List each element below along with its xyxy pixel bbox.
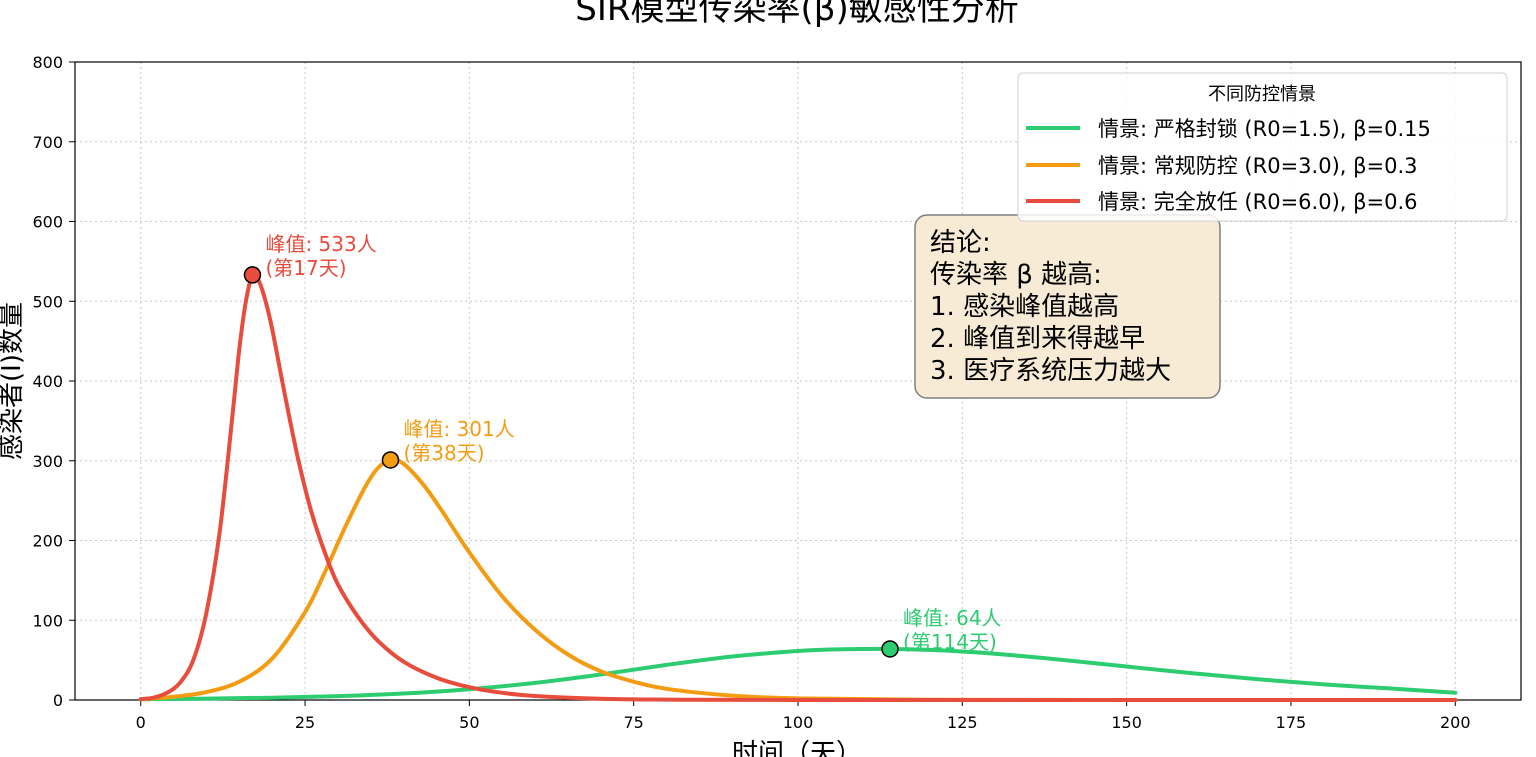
y-tick-label: 400 xyxy=(32,372,63,391)
peak-day-label: (第114天) xyxy=(903,630,997,654)
peak-day-label: (第17天) xyxy=(265,256,346,280)
conclusion-line: 传染率 β 越高: xyxy=(930,260,1102,290)
peak-marker xyxy=(381,451,400,469)
conclusion-box: 结论: 传染率 β 越高: 1. 感染峰值越高 2. 峰值到来得越早 3. 医疗… xyxy=(914,214,1221,399)
peak-label: 峰值: 533人 xyxy=(265,232,376,256)
y-tick-label: 600 xyxy=(32,213,63,232)
conclusion-line: 结论: xyxy=(930,228,991,258)
peak-markers: 峰值: 64人(第114天) 峰值: 301人(第38天) 峰值: 533人(第17… xyxy=(243,232,1002,658)
y-axis-label: 感染者(I)数量 xyxy=(0,302,27,460)
y-tick-label: 700 xyxy=(32,133,63,152)
peak-marker xyxy=(881,640,899,658)
x-tick-label: 150 xyxy=(1111,713,1142,732)
x-tick-label: 100 xyxy=(783,713,814,732)
peak-label: 峰值: 64人 xyxy=(903,606,1002,630)
y-tick-label: 300 xyxy=(32,452,63,471)
peak-marker xyxy=(243,266,262,284)
legend-entry: 情景: 完全放任 (R0=6.0), β=0.6 xyxy=(1098,190,1418,214)
series-line xyxy=(138,271,1458,703)
x-tick-label: 50 xyxy=(459,713,479,732)
x-tick-label: 0 xyxy=(136,713,146,732)
y-tick-label: 800 xyxy=(32,53,63,72)
y-tick-label: 500 xyxy=(32,292,63,311)
x-tick-label: 175 xyxy=(1276,713,1307,732)
peak-day-label: (第38天) xyxy=(403,441,484,465)
series-lines xyxy=(138,271,1458,703)
legend-frame xyxy=(1017,72,1508,222)
legend-title: 不同防控情景 xyxy=(1208,84,1316,105)
conclusion-line: 2. 峰值到来得越早 xyxy=(930,324,1145,354)
y-tick-label: 100 xyxy=(32,611,63,630)
conclusion-line: 3. 医疗系统压力越大 xyxy=(930,356,1171,386)
legend: 不同防控情景 情景: 严格封锁 (R0=1.5), β=0.15 情景: 常规防… xyxy=(1017,72,1508,222)
y-tick-label: 0 xyxy=(53,691,63,710)
x-axis-label: 时间（天） xyxy=(732,739,862,757)
x-tick-label: 25 xyxy=(295,713,315,732)
conclusion-line: 1. 感染峰值越高 xyxy=(930,292,1119,322)
legend-entry: 情景: 常规防控 (R0=3.0), β=0.3 xyxy=(1098,154,1418,178)
x-tick-label: 200 xyxy=(1440,713,1471,732)
legend-entry: 情景: 严格封锁 (R0=1.5), β=0.15 xyxy=(1098,117,1431,141)
x-tick-label: 125 xyxy=(947,713,978,732)
y-tick-label: 200 xyxy=(32,532,63,551)
series-line xyxy=(138,646,1458,702)
x-tick-label: 75 xyxy=(624,713,644,732)
peak-label: 峰值: 301人 xyxy=(403,417,514,441)
chart-title: SIR模型传染率(β)敏感性分析 xyxy=(575,0,1018,29)
